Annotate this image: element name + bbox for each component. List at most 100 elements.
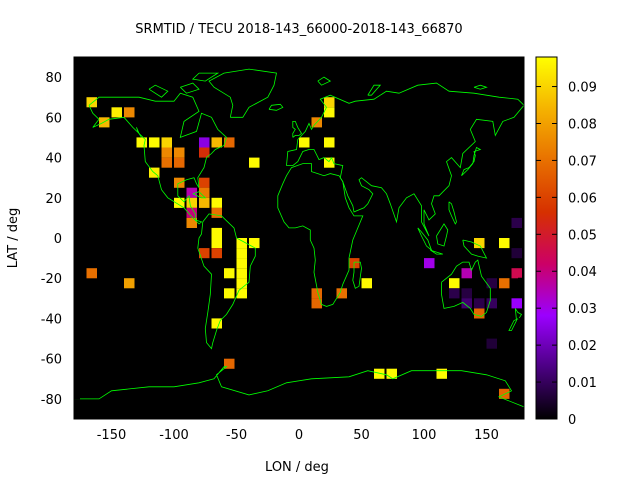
heatmap-cell (199, 177, 210, 188)
coastline (441, 259, 491, 317)
heatmap-cell (186, 207, 197, 218)
heatmap-cell (324, 97, 335, 108)
y-tick-label: -20 (41, 272, 62, 287)
colorbar-tick-label: 0.02 (568, 339, 597, 354)
x-tick-label: 0 (295, 428, 303, 443)
heatmap-cell (161, 157, 172, 168)
x-axis-label: LON / deg (265, 460, 329, 475)
coastline (197, 213, 256, 350)
heatmap-cell (461, 268, 472, 279)
heatmap-cell (124, 107, 135, 118)
heatmap-cell (311, 288, 322, 299)
x-tick-label: 150 (474, 428, 499, 443)
coastline (74, 366, 525, 408)
heatmap-cell (236, 268, 247, 279)
heatmap-cell (211, 238, 222, 249)
heatmap-cell (336, 288, 347, 299)
colorbar-tick-label: 0 (568, 413, 576, 428)
coastline (367, 84, 382, 96)
y-tick-label: -60 (41, 353, 62, 368)
heatmap-cell (199, 197, 210, 208)
x-tick-label: 50 (353, 428, 370, 443)
colorbar-tick-label: 0.07 (568, 154, 597, 169)
coastline (192, 191, 207, 199)
heatmap-cell (511, 248, 522, 259)
colorbar-gradient (535, 56, 558, 420)
heatmap-cell (474, 238, 485, 249)
heatmap-cell (211, 137, 222, 148)
heatmap-cell (386, 368, 397, 379)
heatmap-cell (211, 318, 222, 329)
heatmap-cell (486, 298, 497, 309)
coastline (286, 82, 525, 237)
x-tick-label: -50 (226, 428, 247, 443)
heatmap-cell (436, 368, 447, 379)
heatmap-cell (449, 278, 460, 289)
coastline (136, 127, 142, 138)
coastline (462, 239, 488, 259)
heatmap-cell (186, 217, 197, 228)
heatmap-cell (361, 278, 372, 289)
heatmap-cell (224, 268, 235, 279)
heatmap-cell (236, 258, 247, 269)
heatmap-cell (199, 248, 210, 259)
cells-layer (86, 97, 522, 399)
y-tick-label: 0 (54, 232, 62, 247)
heatmap-cell (211, 227, 222, 238)
coastline (352, 261, 362, 289)
heatmap-cell (224, 137, 235, 148)
heatmap-cell (86, 268, 97, 279)
heatmap-cell (511, 298, 522, 309)
coastline (208, 68, 277, 118)
colorbar-ticks: 0 0.01 0.02 0.03 0.04 0.05 0.06 0.07 0.08 0.09 (536, 81, 597, 428)
x-tick-label: 100 (412, 428, 437, 443)
heatmap-cell (86, 97, 97, 108)
coastline (268, 103, 284, 111)
heatmap-cell (511, 268, 522, 279)
colorbar-tick-label: 0.08 (568, 117, 597, 132)
coastline (448, 201, 457, 225)
heatmap-cell (449, 288, 460, 299)
heatmap-cell (186, 187, 197, 198)
colorbar-tick-label: 0.01 (568, 376, 597, 391)
heatmap-cell (324, 107, 335, 118)
y-axis-label: LAT / deg (6, 208, 21, 269)
heatmap-cell (199, 187, 210, 198)
heatmap-cell (249, 157, 260, 168)
plot-area (73, 56, 525, 420)
coastline (292, 121, 303, 138)
coastline (317, 76, 332, 86)
heatmap-cell (236, 238, 247, 249)
colorbar-tick-label: 0.06 (568, 191, 597, 206)
heatmap-cell (224, 288, 235, 299)
heatmap-cell (174, 147, 185, 158)
coastline (508, 308, 523, 331)
heatmap-cell (111, 107, 122, 118)
heatmap-cell (474, 308, 485, 319)
coastline (473, 84, 488, 90)
heatmap-cell (474, 298, 485, 309)
heatmap-cell (311, 298, 322, 309)
heatmap-cell (161, 147, 172, 158)
colorbar-tick-label: 0.04 (568, 265, 597, 280)
x-tick-label: -100 (159, 428, 189, 443)
heatmap-cell (324, 137, 335, 148)
heatmap-cell (486, 278, 497, 289)
heatmap-cell (224, 358, 235, 369)
y-tick-label: 20 (45, 192, 62, 207)
coastline (430, 249, 443, 255)
coastline (436, 223, 449, 247)
map-background (74, 57, 524, 419)
heatmap-cell (499, 388, 510, 399)
heatmap-cell (174, 197, 185, 208)
heatmap-cell (199, 147, 210, 158)
colorbar-tick-label: 0.05 (568, 228, 597, 243)
heatmap-cell (236, 288, 247, 299)
colorbar-tick-label: 0.09 (568, 81, 597, 96)
heatmap-cell (461, 298, 472, 309)
colorbar: 0 0.01 0.02 0.03 0.04 0.05 0.06 0.07 0.08 0.09 (535, 56, 597, 428)
heatmap-cell (461, 288, 472, 299)
heatmap-cell (499, 278, 510, 289)
heatmap-cell (486, 338, 497, 349)
